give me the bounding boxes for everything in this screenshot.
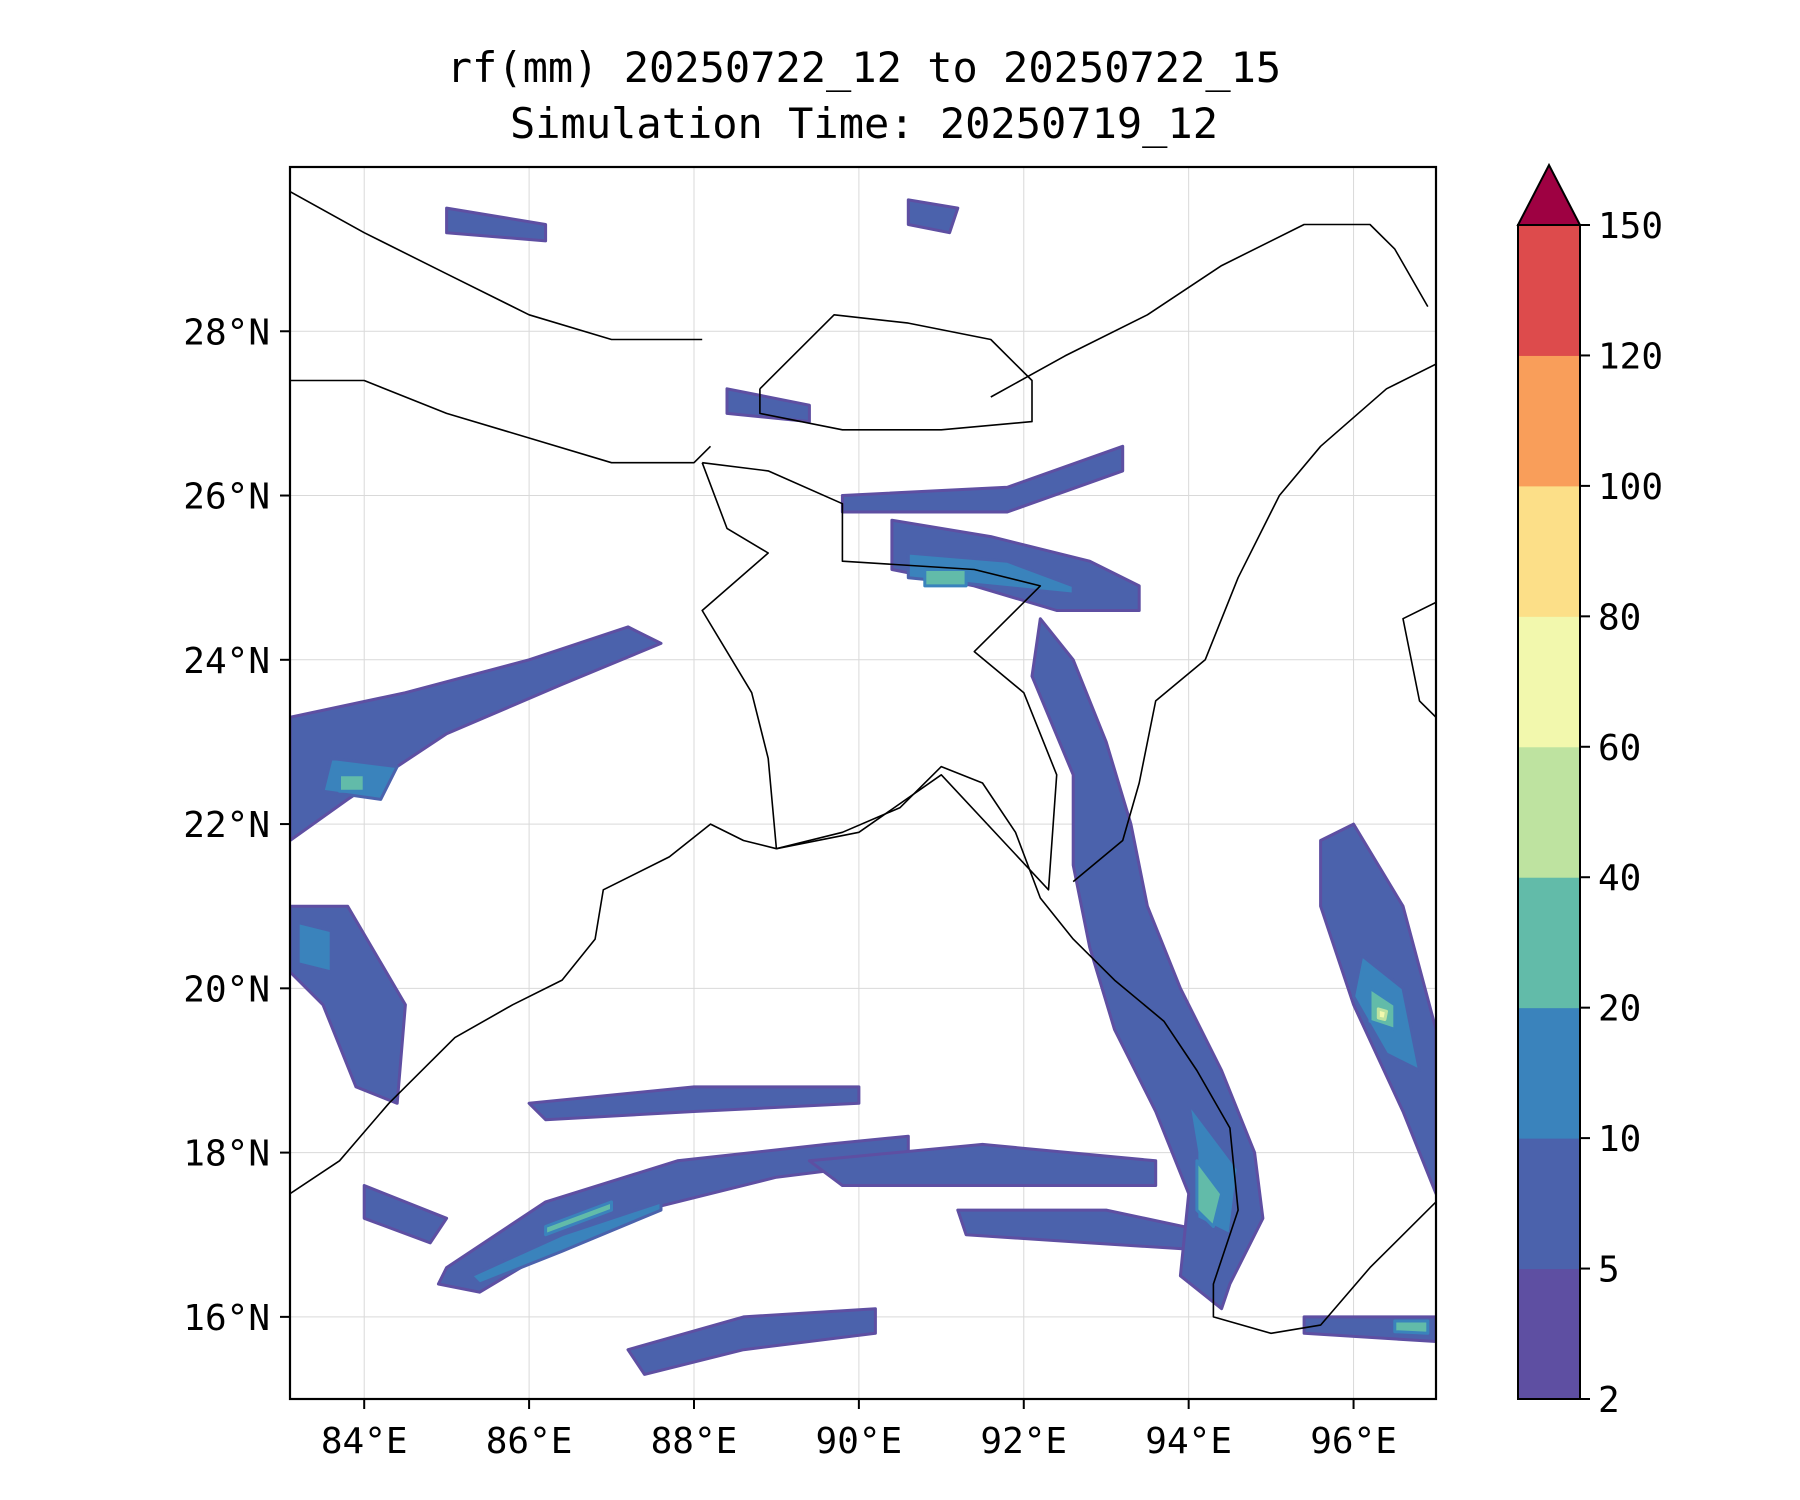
boundary-nepal-china-border: [290, 190, 703, 341]
lon-tick-label: 90°E: [816, 1421, 903, 1462]
rain-region-nepal-patch: [725, 387, 811, 424]
lat-tick-label: 16°N: [183, 1298, 270, 1339]
colorbar-tick-label: 80: [1598, 597, 1641, 638]
rain-region-assam-patch: [840, 444, 1125, 514]
lon-tick-label: 86°E: [486, 1421, 573, 1462]
rain-region-bay-band-south-4: [626, 1307, 877, 1376]
boundary-bhutan-outline: [759, 313, 1033, 431]
colorbar-tick-label: 40: [1598, 858, 1641, 899]
rain-region-band-south-core: [469, 1200, 663, 1286]
colorbar-tick-label: 5: [1598, 1250, 1620, 1291]
rain-region-north-blob-2: [906, 198, 960, 235]
colorbar-segment: [1518, 746, 1580, 878]
colorbar-segment: [1518, 355, 1580, 487]
colorbar-segment: [1518, 1007, 1580, 1139]
country-boundaries: [290, 190, 1436, 1335]
map-frame: [288, 165, 1438, 1401]
colorbar-segment: [1518, 485, 1580, 617]
boundary-east-india-coastline: [290, 765, 1436, 1335]
lat-tick-label: 24°N: [183, 641, 270, 682]
colorbar-tick-label: 150: [1598, 206, 1663, 247]
figure-subtitle: Simulation Time: 20250719_12: [510, 99, 1218, 148]
colorbar-tick-label: 60: [1598, 728, 1641, 769]
colorbar-tick-label: 2: [1598, 1380, 1620, 1421]
lon-tick-label: 84°E: [321, 1421, 408, 1462]
boundary-myanmar-china-border: [1402, 601, 1436, 718]
boundary-nepal-india-border: [290, 379, 712, 464]
rain-region-myanmar-east-peak: [1376, 1007, 1388, 1021]
colorbar-tick-label: 120: [1598, 336, 1663, 377]
colorbar-extend-arrow: [1516, 162, 1582, 226]
rain-region-east-tail-core: [1393, 1319, 1430, 1335]
lat-tick-label: 26°N: [183, 477, 270, 518]
lat-tick-label: 18°N: [183, 1134, 270, 1175]
rain-region-odisha-coast-core: [296, 921, 333, 974]
lat-tick-label: 28°N: [183, 312, 270, 353]
rain-region-bay-band-south-2: [527, 1085, 861, 1122]
boundary-myanmar-india-border: [1072, 363, 1436, 883]
lon-tick-label: 88°E: [651, 1421, 738, 1462]
colorbar-segment: [1518, 1268, 1580, 1400]
boundary-arunachal-border: [990, 223, 1429, 398]
rain-region-band-south-core-green: [544, 1200, 613, 1237]
rain-region-odisha-west-band: [290, 625, 663, 842]
boundary-bangladesh-outline: [701, 461, 1058, 891]
rain-region-odisha-west-green: [338, 773, 366, 793]
rain-region-meghalaya-green: [923, 568, 968, 588]
lat-tick-label: 20°N: [183, 969, 270, 1010]
rain-region-arakan-coast-green: [1195, 1159, 1224, 1228]
rain-region-north-blob-1: [445, 206, 548, 243]
colorbar-segment: [1518, 877, 1580, 1009]
figure-title: rf(mm) 20250722_12 to 20250722_15: [447, 43, 1281, 92]
colorbar: 2 5 10 20 40 60 80 100 120 150: [1516, 162, 1663, 1421]
lon-tick-label: 94°E: [1145, 1421, 1232, 1462]
rain-region-west-blob-1: [362, 1184, 449, 1245]
colorbar-tick-label: 10: [1598, 1119, 1641, 1160]
colorbar-tick-label: 20: [1598, 989, 1641, 1030]
colorbar-tick-label: 100: [1598, 467, 1663, 508]
rain-region-bay-band-south-3: [807, 1142, 1158, 1187]
colorbar-segment: [1518, 1138, 1580, 1270]
lat-tick-label: 22°N: [183, 805, 270, 846]
latitude-axis: 16°N 18°N 20°N 22°N 24°N 26°N 28°N: [183, 312, 290, 1339]
rainfall-contours: [290, 198, 1436, 1376]
colorbar-frame: [1517, 224, 1581, 1400]
longitude-axis: 84°E 86°E 88°E 90°E 92°E 94°E 96°E: [321, 1399, 1397, 1462]
map-gridlines: [290, 167, 1436, 1399]
lon-tick-label: 96°E: [1310, 1421, 1397, 1462]
map-area: 84°E 86°E 88°E 90°E 92°E 94°E 96°E 16°N 18°N 20°…: [183, 165, 1438, 1462]
colorbar-segment: [1518, 225, 1580, 356]
colorbar-segment: [1518, 616, 1580, 748]
lon-tick-label: 92°E: [980, 1421, 1067, 1462]
